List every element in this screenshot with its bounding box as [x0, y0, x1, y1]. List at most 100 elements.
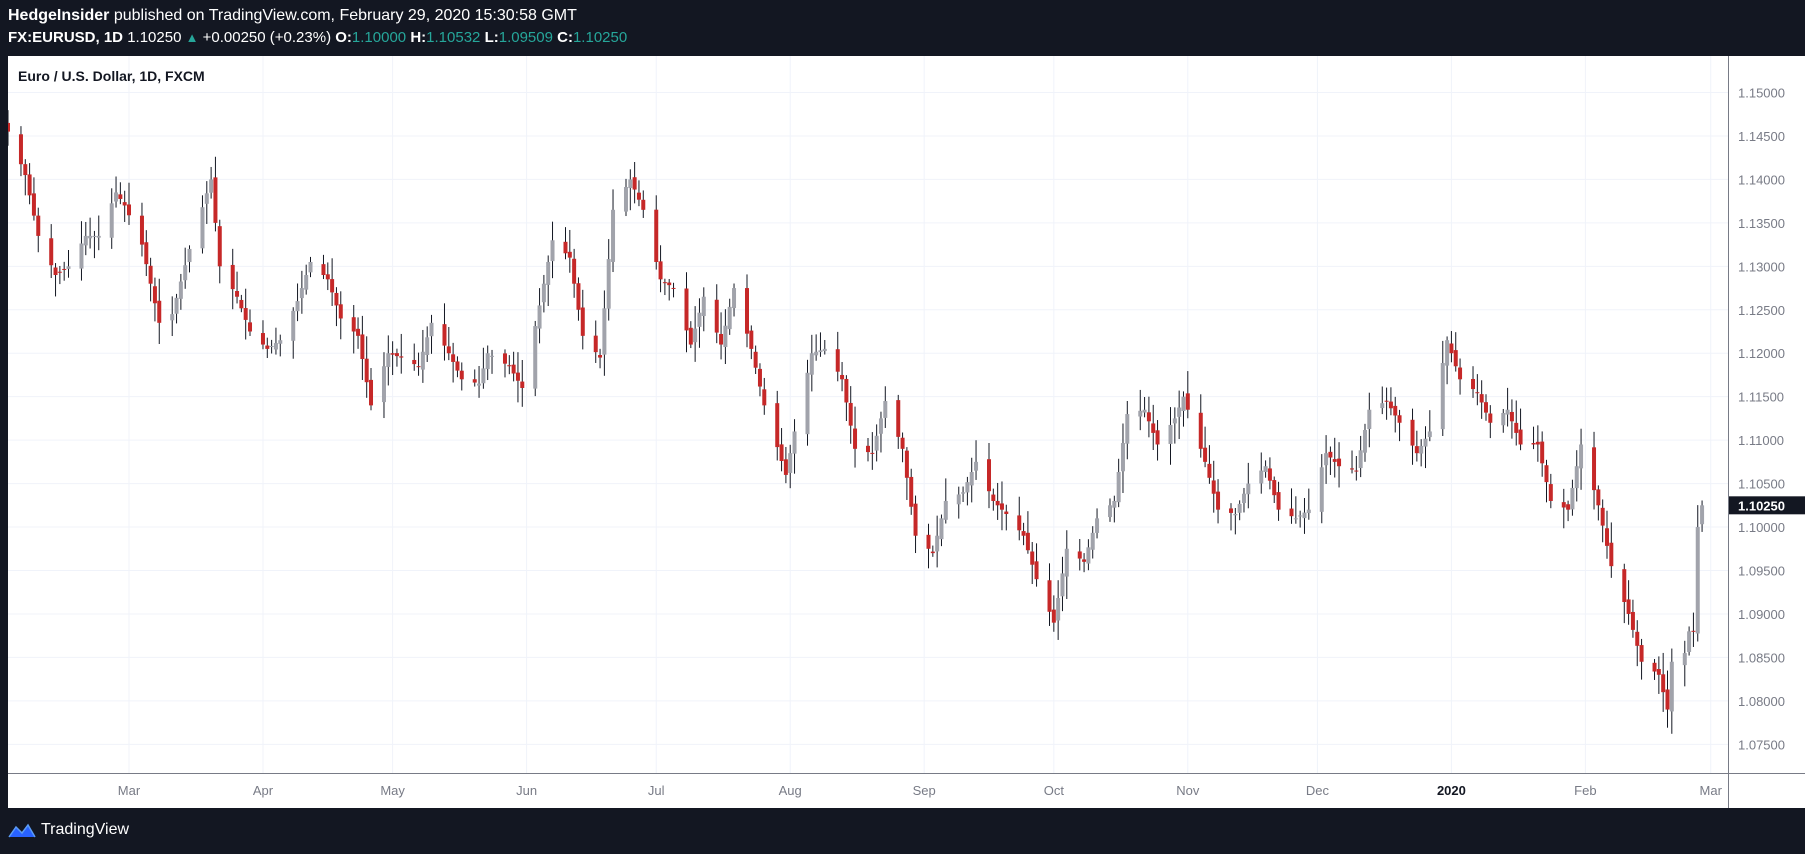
candle-body: [1397, 415, 1402, 423]
candle-body: [1518, 429, 1523, 445]
candle-body: [273, 343, 278, 350]
candle-body: [477, 383, 482, 386]
y-tick-label: 1.13000: [1738, 259, 1785, 274]
candle-body: [1440, 363, 1445, 430]
candle-body: [883, 401, 888, 418]
candle-body: [939, 518, 944, 540]
candle-body: [1272, 480, 1277, 496]
candle-body: [1082, 559, 1087, 562]
footer-bar: TradingView: [0, 808, 1805, 854]
candle-body: [714, 299, 719, 333]
candle-body: [1540, 441, 1545, 464]
candle-body: [1207, 463, 1212, 478]
candle-body: [213, 177, 218, 223]
candle-body: [567, 251, 572, 258]
candle-body: [178, 281, 183, 299]
candle-body: [520, 381, 525, 388]
candle-body: [235, 291, 240, 297]
candle-body: [356, 328, 361, 336]
candle-body: [995, 500, 1000, 506]
published-text: published on TradingView.com, February 2…: [113, 7, 577, 24]
candle-body: [1388, 401, 1393, 409]
candle-body: [1458, 367, 1463, 380]
candle-body: [935, 535, 940, 552]
publisher-name[interactable]: HedgeInsider: [8, 7, 110, 24]
candle-body: [1561, 502, 1566, 508]
candle-body: [1172, 418, 1177, 424]
candle-body: [1064, 548, 1069, 577]
candle-body: [200, 207, 205, 249]
candle-body: [974, 461, 979, 471]
candle-body: [118, 194, 123, 199]
candle-body: [792, 431, 797, 454]
candle-body: [667, 282, 672, 286]
candle-body: [943, 500, 948, 520]
candle-body: [866, 445, 870, 453]
candle-body: [654, 209, 659, 262]
candle-body: [36, 215, 41, 236]
candle-body: [576, 283, 581, 310]
candle-body: [1181, 396, 1186, 411]
candle-body: [187, 248, 192, 263]
candle-body: [1393, 405, 1398, 416]
x-tick-label: Aug: [779, 783, 802, 798]
candle-body: [1328, 451, 1333, 458]
candle-body: [1017, 515, 1022, 531]
candle-body: [1384, 400, 1389, 402]
tradingview-brand[interactable]: TradingView: [41, 821, 130, 838]
candle-body: [1021, 531, 1026, 536]
candle-body: [1661, 674, 1666, 693]
candle-body: [1095, 518, 1100, 533]
candle-body: [809, 353, 814, 375]
candle-body: [278, 340, 283, 344]
candle-body: [31, 193, 36, 216]
symbol-label: FX:EURUSD, 1D: [8, 29, 124, 46]
candle-body: [1535, 441, 1540, 445]
chart-area[interactable]: 1.07500 1.08000 1.08500 1.09000 1.09500 1.100…: [8, 56, 1805, 808]
candle-body: [1354, 470, 1359, 472]
candle-body: [204, 193, 209, 204]
y-tick-label: 1.09500: [1738, 564, 1785, 579]
candle-body: [719, 333, 724, 345]
candle-body: [1047, 580, 1052, 612]
candle-body: [1419, 445, 1424, 454]
candle-body: [1267, 468, 1272, 481]
candle-body: [628, 179, 633, 189]
candle-body: [814, 351, 819, 356]
x-tick-label: Jul: [648, 783, 665, 798]
candle-body: [1237, 503, 1242, 513]
candle-body: [805, 372, 810, 435]
y-tick-label: 1.09000: [1738, 607, 1785, 622]
candle-body: [1155, 430, 1160, 445]
candle-body: [485, 353, 490, 370]
candle-body: [502, 353, 507, 364]
candle-body: [1449, 343, 1454, 354]
candle-body: [1203, 447, 1208, 462]
candlestick-chart[interactable]: 1.07500 1.08000 1.08500 1.09000 1.09500 1.100…: [8, 56, 1805, 808]
candle-body: [1380, 403, 1385, 409]
candle-body: [1306, 509, 1311, 514]
candle-body: [243, 308, 248, 320]
candle-body: [1574, 466, 1579, 489]
candle-body: [732, 288, 737, 309]
candle-body: [1246, 483, 1251, 495]
candle-body: [1700, 505, 1705, 525]
candle-body: [230, 264, 235, 290]
candle-body: [1570, 487, 1575, 510]
y-tick-label: 1.15000: [1738, 86, 1785, 101]
y-tick-label: 1.08500: [1738, 650, 1785, 665]
candle-body: [394, 353, 399, 357]
last-price-tag: [1729, 496, 1805, 515]
candle-body: [1142, 409, 1147, 413]
candle-body: [662, 282, 667, 284]
candle-body: [1652, 662, 1657, 672]
candle-body: [390, 353, 395, 355]
y-tick-label: 1.14500: [1738, 129, 1785, 144]
close-value: 1.10250: [572, 29, 628, 46]
candle-body: [1211, 480, 1216, 494]
tradingview-logo-icon[interactable]: [8, 822, 36, 840]
low-label: L:: [484, 29, 499, 46]
candle-body: [1350, 468, 1355, 470]
candle-body: [775, 403, 780, 448]
candle-body: [697, 312, 702, 327]
